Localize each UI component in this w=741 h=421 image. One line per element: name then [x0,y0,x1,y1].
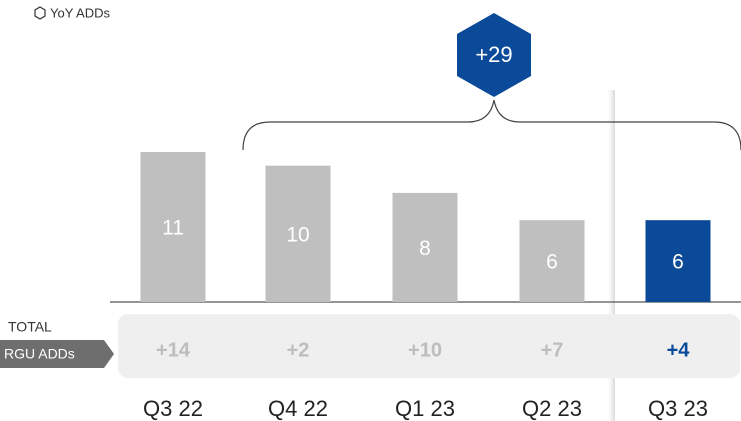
row-title: TOTAL [8,319,52,335]
x-tick-label: Q3 22 [143,396,203,421]
row-value: +14 [156,339,191,361]
total-annotation: +29 [475,42,512,67]
bar [392,192,458,302]
bar-label: 6 [672,251,684,274]
bar [265,165,331,302]
brace [242,99,741,151]
row-value: +2 [287,339,310,361]
bar-label: 8 [419,237,431,260]
x-tick-label: Q4 22 [268,396,328,421]
legend-icon [34,6,46,20]
bar [140,152,206,302]
row-tag-box [0,340,114,368]
row-tag: RGU ADDs [4,346,75,362]
row-band [118,314,740,378]
x-tick-label: Q1 23 [395,396,455,421]
total-hexagon [457,13,531,97]
legend-label: YoY ADDs [50,5,110,20]
bar [519,220,585,302]
x-tick-label: Q3 23 [648,396,708,421]
bar-label: 6 [546,251,558,274]
row-value: +10 [408,339,442,361]
bar-label: 10 [286,223,309,246]
row-value: +7 [541,339,564,361]
bar-label: 11 [162,217,184,240]
row-value: +4 [667,339,691,361]
bar [645,220,711,302]
x-tick-label: Q2 23 [522,396,582,421]
divider-shadow [606,90,615,421]
